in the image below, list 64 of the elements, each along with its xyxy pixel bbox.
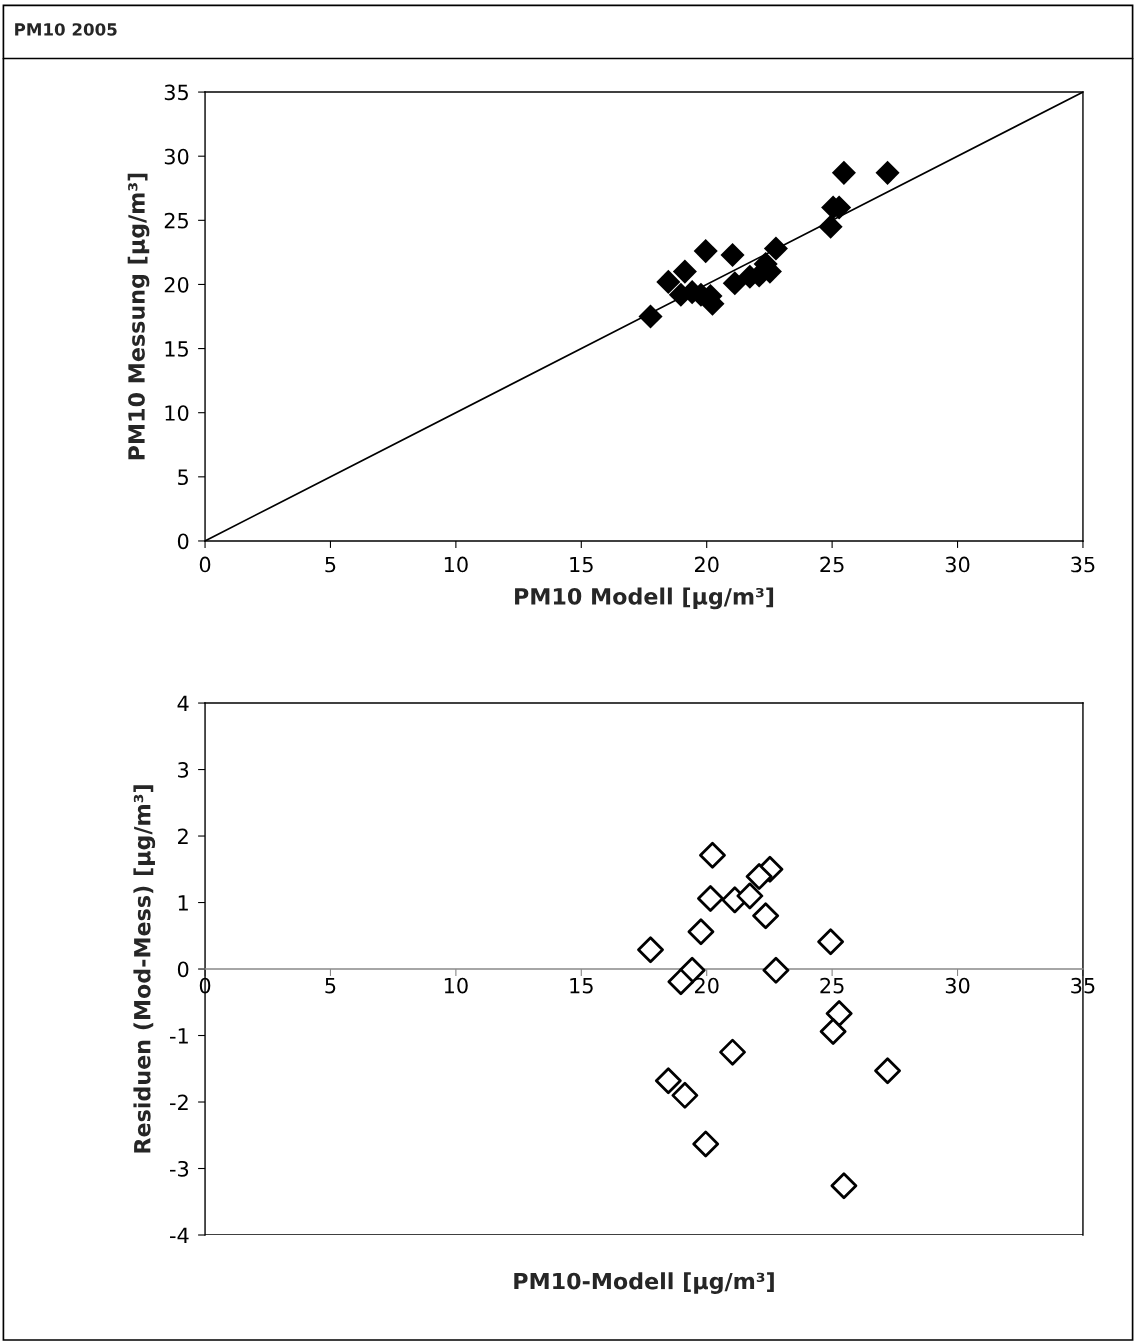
- point: [719, 1038, 746, 1066]
- point: [667, 968, 695, 996]
- x-tick-label: 25: [820, 977, 844, 994]
- point: [637, 936, 664, 964]
- point: [638, 304, 663, 329]
- point: [819, 1018, 847, 1045]
- point: [656, 269, 681, 294]
- y-tick-label: 25: [164, 212, 188, 229]
- y-tick-label: 35: [164, 84, 188, 101]
- x-tick-label: 35: [1071, 556, 1095, 573]
- x-tick-label: 30: [945, 977, 970, 994]
- x-tick-label: 15: [570, 556, 593, 573]
- point: [693, 239, 718, 264]
- x-tick-label: 20: [694, 977, 719, 994]
- point: [825, 1000, 853, 1027]
- x-tick-label: 5: [325, 556, 336, 573]
- y-tick-label: -1: [170, 1028, 188, 1044]
- point: [692, 1130, 720, 1158]
- point: [736, 882, 764, 910]
- x-tick-label: 30: [945, 556, 970, 573]
- x-tick-label: 10: [444, 556, 468, 573]
- point: [874, 1057, 901, 1085]
- y-tick-label: 10: [165, 405, 189, 421]
- point: [687, 918, 715, 946]
- point: [752, 902, 780, 930]
- y-tick-label: 0: [177, 961, 189, 978]
- y-tick-label: -4: [170, 1227, 189, 1243]
- y-tick-label: 15: [165, 341, 188, 357]
- y-tick-label: 2: [178, 828, 188, 844]
- y-axis-title: Residuen (Mod-Mess) [µg/m³]: [133, 785, 156, 1153]
- point: [830, 1172, 858, 1200]
- point: [817, 928, 845, 956]
- point: [763, 236, 788, 261]
- y-tick-label: 1: [178, 895, 188, 911]
- point: [697, 885, 724, 912]
- point: [875, 160, 900, 185]
- x-tick-label: 5: [325, 978, 336, 994]
- x-tick-label: 15: [570, 978, 593, 994]
- y-tick-label: -3: [170, 1160, 189, 1177]
- x-axis-title: PM10 Modell [µg/m³]: [515, 587, 774, 610]
- x-tick-label: 0: [199, 556, 211, 573]
- y-tick-label: 30: [164, 148, 189, 165]
- x-tick-label: 10: [444, 977, 468, 994]
- x-axis-title: PM10-Modell [µg/m³]: [514, 1272, 774, 1294]
- point: [818, 214, 843, 239]
- x-tick-label: 20: [694, 556, 719, 573]
- y-tick-label: 4: [177, 695, 189, 711]
- point: [699, 841, 726, 869]
- point: [654, 1067, 682, 1095]
- point: [671, 1081, 699, 1109]
- y-tick-label: 0: [177, 533, 189, 550]
- point: [722, 271, 747, 296]
- y-axis-title: PM10 Messung [µg/m³]: [127, 173, 150, 460]
- text: PM10 2005: [15, 23, 117, 36]
- point: [745, 863, 773, 891]
- y-tick-label: -2: [170, 1094, 188, 1110]
- point: [762, 956, 790, 984]
- y-tick-label: 5: [178, 469, 188, 486]
- y-tick-label: 20: [164, 276, 189, 293]
- y-tick-label: 3: [178, 761, 189, 778]
- point: [831, 160, 856, 185]
- point: [720, 242, 745, 267]
- x-tick-label: 25: [820, 556, 844, 573]
- point: [672, 259, 697, 284]
